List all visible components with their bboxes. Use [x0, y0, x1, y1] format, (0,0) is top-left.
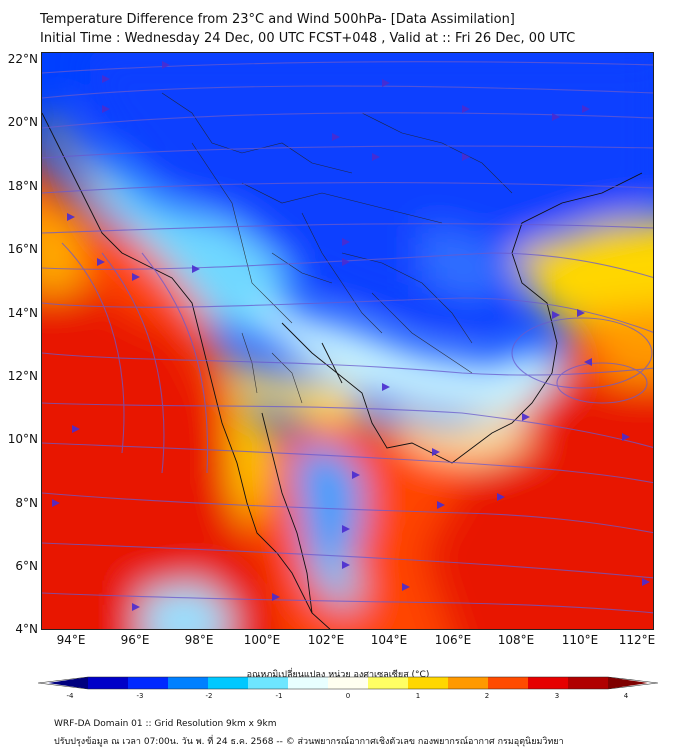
colorbar — [38, 676, 658, 690]
colorbar-segments — [38, 676, 658, 690]
footer-model-info: WRF-DA Domain 01 :: Grid Resolution 9km … — [54, 719, 277, 729]
colorbar-title: อุณหภูมิเปลี่ยนแปลง หน่วย องศาเซลเซียส (… — [246, 670, 430, 680]
lon-label-98e: 98°E — [184, 633, 214, 647]
wind-streamlines — [42, 61, 653, 614]
lon-label-104e: 104°E — [370, 633, 408, 647]
colorbar-tick: 2 — [484, 692, 490, 700]
map-subtitle: Initial Time : Wednesday 24 Dec, 00 UTC … — [40, 31, 576, 46]
lat-label-8n: 8°N — [15, 496, 38, 510]
lat-label-4n: 4°N — [15, 622, 38, 636]
lat-label-16n: 16°N — [7, 242, 38, 256]
map-panel — [41, 52, 654, 630]
colorbar-segment — [448, 677, 489, 689]
lat-label-6n: 6°N — [15, 559, 38, 573]
lon-label-108e: 108°E — [497, 633, 535, 647]
temperature-field — [42, 53, 653, 629]
lat-label-12n: 12°N — [7, 369, 38, 383]
lat-label-18n: 18°N — [7, 179, 38, 193]
colorbar-segment — [488, 677, 529, 689]
lon-label-102e: 102°E — [307, 633, 345, 647]
colorbar-segment — [368, 677, 409, 689]
colorbar-tick: -2 — [205, 692, 213, 700]
colorbar-segment — [528, 677, 569, 689]
lon-label-94e: 94°E — [56, 633, 86, 647]
coastlines — [42, 112, 643, 629]
lon-label-106e: 106°E — [434, 633, 472, 647]
colorbar-segment — [208, 677, 249, 689]
colorbar-tick: 1 — [415, 692, 421, 700]
colorbar-tick: -3 — [136, 692, 144, 700]
lat-label-22n: 22°N — [7, 52, 38, 66]
lon-label-112e: 112°E — [618, 633, 656, 647]
colorbar-segment — [168, 677, 209, 689]
colorbar-tick: 3 — [554, 692, 560, 700]
colorbar-tick: 4 — [623, 692, 629, 700]
lon-label-100e: 100°E — [243, 633, 281, 647]
wind-arrows — [52, 61, 650, 611]
colorbar-segment — [408, 677, 449, 689]
colorbar-segment — [608, 677, 648, 689]
colorbar-segment — [568, 677, 609, 689]
temperature-wind-map — [42, 53, 653, 629]
colorbar-tick: -1 — [275, 692, 283, 700]
lon-label-96e: 96°E — [120, 633, 150, 647]
colorbar-tick: -4 — [66, 692, 74, 700]
colorbar-tick: 0 — [345, 692, 351, 700]
colorbar-segment — [48, 677, 88, 689]
colorbar-segment — [288, 677, 329, 689]
lat-label-20n: 20°N — [7, 115, 38, 129]
colorbar-segment — [248, 677, 289, 689]
colorbar-segment — [128, 677, 169, 689]
colorbar-segment — [328, 677, 369, 689]
footer-credit: ปรับปรุงข้อมูล ณ เวลา 07:00น. วัน พ. ที่… — [54, 737, 564, 747]
colorbar-outline — [38, 676, 658, 690]
colorbar-segment — [88, 677, 129, 689]
lon-label-110e: 110°E — [561, 633, 599, 647]
lat-label-14n: 14°N — [7, 306, 38, 320]
map-title: Temperature Difference from 23°C and Win… — [40, 12, 515, 27]
lat-label-10n: 10°N — [7, 432, 38, 446]
